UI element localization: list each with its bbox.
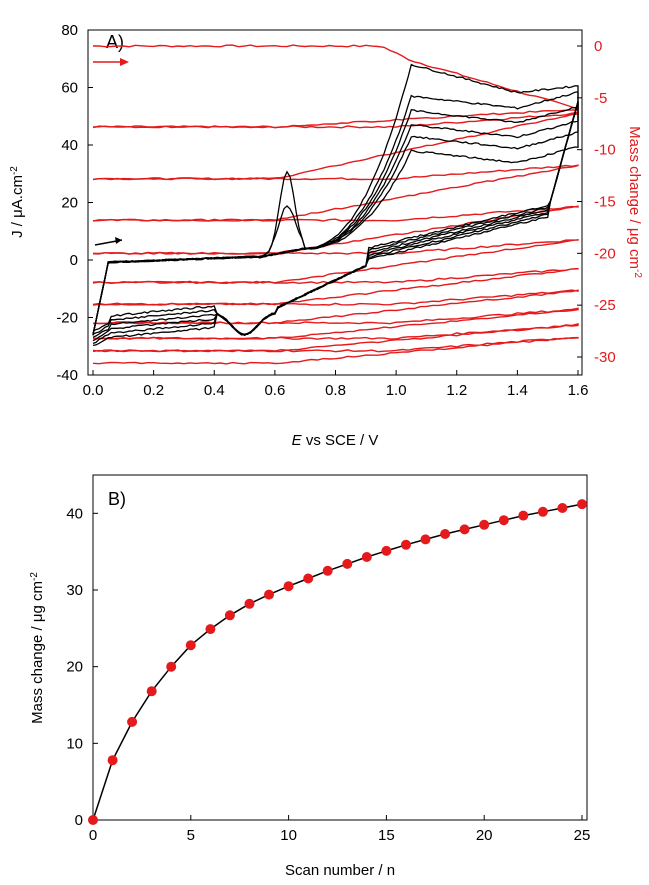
y-tick-label: 40 — [66, 505, 83, 522]
current-trace-scan-6 — [92, 102, 579, 347]
panel-a-y2-axis-title: Mass change / μg cm-2 — [626, 126, 644, 278]
x-tick-label: 1.0 — [386, 382, 407, 399]
mass-change-point — [244, 598, 255, 609]
x-tick-label: 20 — [476, 827, 493, 844]
mass-change-point — [401, 539, 411, 550]
y2-tick-label: -5 — [594, 90, 607, 107]
mass-change-point — [107, 755, 118, 766]
x-tick-label: 10 — [280, 827, 297, 844]
y-tick-label: -20 — [56, 310, 78, 327]
mass-change-point — [420, 534, 431, 545]
scan-direction-arrow-mass — [93, 58, 129, 66]
panel-a-label: A) — [106, 32, 124, 52]
mass-change-trace-scan-8 — [92, 307, 579, 340]
mass-change-point — [518, 510, 529, 521]
panel-b-label: B) — [108, 489, 126, 509]
mass-change-point — [498, 515, 509, 526]
mass-change-point — [88, 815, 98, 825]
scan-direction-arrow-current — [94, 237, 123, 246]
y-tick-label: 0 — [70, 252, 78, 269]
mass-change-point — [557, 503, 568, 513]
y-tick-label: 30 — [66, 582, 83, 599]
panel-b-frame — [92, 474, 588, 821]
y2-tick-label: -30 — [594, 349, 616, 366]
panel-a-cyclic-voltammogram: A) 0.0 0.2 0.4 0.6 0.8 1.0 1.2 1.4 1.6 -40 -20 0 20… — [9, 22, 644, 449]
panel-a-y-axis-title: J / μA.cm-2 — [9, 166, 27, 238]
panel-a-x-axis-title: E vs SCE / V — [292, 432, 379, 449]
x-tick-label: 5 — [187, 827, 195, 844]
mass-change-line — [92, 503, 583, 821]
mass-change-point — [146, 686, 157, 697]
mass-change-point — [537, 506, 548, 517]
x-tick-label: 0.4 — [204, 382, 225, 399]
x-tick-label: 25 — [574, 827, 591, 844]
y-tick-label: 20 — [66, 659, 83, 676]
mass-change-point — [322, 565, 333, 576]
panel-b-y-axis-title: Mass change / μg cm-2 — [29, 572, 47, 724]
y2-tick-label: -10 — [594, 142, 616, 159]
panel-b-x-axis-title: Scan number / n — [285, 862, 395, 879]
y-tick-label: 10 — [66, 735, 83, 752]
mass-change-point — [205, 624, 216, 635]
mass-change-point — [440, 529, 451, 539]
y-tick-label: 20 — [61, 195, 78, 212]
x-tick-label: 0.6 — [264, 382, 285, 399]
x-tick-label: 0.8 — [325, 382, 346, 399]
mass-change-point — [185, 640, 196, 651]
x-tick-label: 0.0 — [83, 382, 104, 399]
y-tick-label: 40 — [61, 137, 78, 154]
mass-change-point — [264, 589, 274, 600]
mass-change-trace-scan-4 — [92, 205, 579, 255]
y-tick-label: 0 — [75, 812, 83, 829]
mass-change-point — [127, 716, 138, 727]
y-tick-label: 60 — [61, 80, 78, 97]
x-tick-label: 1.6 — [568, 382, 589, 399]
mass-change-point — [479, 519, 490, 530]
mass-change-trace-scan-10 — [92, 336, 579, 365]
mass-change-point — [283, 581, 294, 592]
mass-change-point — [166, 661, 177, 672]
mass-change-point — [361, 552, 372, 562]
y-tick-label: 80 — [61, 22, 78, 39]
y2-tick-label: -15 — [594, 194, 616, 211]
mass-change-trace-scan-5 — [92, 239, 579, 284]
mass-change-point — [381, 545, 392, 556]
mass-change-trace-scan-7 — [92, 289, 579, 325]
mass-change-point — [577, 499, 587, 510]
x-tick-label: 15 — [378, 827, 395, 844]
x-tick-label: 1.2 — [446, 382, 467, 399]
x-tick-label: 0.2 — [143, 382, 164, 399]
x-tick-label: 0 — [89, 827, 97, 844]
y2-tick-label: 0 — [594, 38, 602, 55]
mass-change-trace-scan-1 — [92, 44, 579, 129]
y2-tick-label: -25 — [594, 297, 616, 314]
x-tick-label: 1.4 — [507, 382, 528, 399]
mass-change-trace-scan-2 — [92, 111, 579, 181]
mass-change-point — [224, 610, 235, 621]
mass-change-point — [459, 524, 470, 535]
mass-change-point — [342, 558, 353, 569]
y2-tick-label: -20 — [594, 245, 616, 262]
mass-change-point — [303, 573, 314, 584]
y-tick-label: -40 — [56, 367, 78, 384]
